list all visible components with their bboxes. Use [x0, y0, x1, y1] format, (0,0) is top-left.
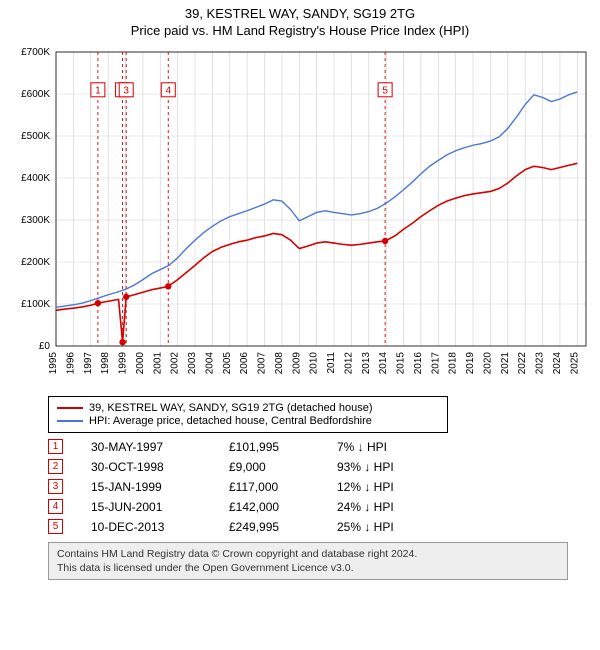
legend-swatch	[57, 420, 83, 422]
transaction-date: 15-JAN-1999	[91, 480, 201, 494]
transaction-marker: 1	[48, 439, 63, 454]
transactions-table: 1 30-MAY-1997 £101,995 7% ↓ HPI 2 30-OCT-1998…	[48, 439, 592, 534]
transaction-date: 30-OCT-1998	[91, 460, 201, 474]
transaction-row: 4 15-JUN-2001 £142,000 24% ↓ HPI	[48, 499, 592, 514]
svg-text:2011: 2011	[326, 352, 337, 374]
transaction-row: 5 10-DEC-2013 £249,995 25% ↓ HPI	[48, 519, 592, 534]
transaction-delta: 25% ↓ HPI	[337, 520, 427, 534]
svg-text:2012: 2012	[343, 352, 354, 375]
legend-label: 39, KESTREL WAY, SANDY, SG19 2TG (detach…	[89, 402, 373, 414]
footer-line-1: Contains HM Land Registry data © Crown c…	[57, 547, 559, 561]
svg-text:2006: 2006	[239, 352, 250, 375]
svg-text:2020: 2020	[482, 352, 493, 375]
transaction-row: 2 30-OCT-1998 £9,000 93% ↓ HPI	[48, 459, 592, 474]
transaction-delta: 7% ↓ HPI	[337, 440, 427, 454]
transaction-row: 1 30-MAY-1997 £101,995 7% ↓ HPI	[48, 439, 592, 454]
svg-text:1996: 1996	[65, 352, 76, 375]
svg-text:2001: 2001	[152, 352, 163, 375]
transaction-price: £249,995	[229, 520, 309, 534]
svg-text:2014: 2014	[378, 352, 389, 375]
transaction-marker: 4	[48, 499, 63, 514]
footer-line-2: This data is licensed under the Open Gov…	[57, 561, 559, 575]
svg-text:2019: 2019	[465, 352, 476, 375]
svg-text:4: 4	[165, 85, 171, 96]
svg-text:2009: 2009	[291, 352, 302, 375]
svg-text:2003: 2003	[187, 352, 198, 375]
svg-text:2017: 2017	[430, 352, 441, 375]
transaction-delta: 24% ↓ HPI	[337, 500, 427, 514]
chart-container: 39, KESTREL WAY, SANDY, SG19 2TG Price p…	[0, 0, 600, 588]
svg-text:2015: 2015	[396, 352, 407, 375]
chart-area: £0 £100K £200K £300K £400K £500K £600K £700K 199…	[8, 46, 592, 386]
svg-text:1999: 1999	[118, 352, 129, 375]
legend-swatch	[57, 407, 83, 409]
transaction-date: 10-DEC-2013	[91, 520, 201, 534]
svg-text:£700K: £700K	[21, 47, 50, 58]
legend: 39, KESTREL WAY, SANDY, SG19 2TG (detach…	[48, 396, 448, 433]
svg-text:2018: 2018	[448, 352, 459, 375]
transaction-marker: 2	[48, 459, 63, 474]
svg-text:2005: 2005	[222, 352, 233, 375]
line-chart: £0 £100K £200K £300K £400K £500K £600K £700K 199…	[8, 46, 592, 386]
svg-text:2007: 2007	[257, 352, 268, 375]
svg-text:3: 3	[123, 85, 129, 96]
transaction-price: £117,000	[229, 480, 309, 494]
transaction-date: 15-JUN-2001	[91, 500, 201, 514]
svg-text:£500K: £500K	[21, 131, 50, 142]
svg-text:2013: 2013	[361, 352, 372, 375]
svg-text:1995: 1995	[48, 352, 59, 375]
svg-text:2010: 2010	[309, 352, 320, 375]
svg-text:£0: £0	[39, 341, 51, 352]
svg-text:£600K: £600K	[21, 89, 50, 100]
transaction-marker: 5	[48, 519, 63, 534]
legend-item: 39, KESTREL WAY, SANDY, SG19 2TG (detach…	[57, 402, 439, 414]
transaction-marker: 3	[48, 479, 63, 494]
svg-text:1998: 1998	[100, 352, 111, 375]
attribution-footer: Contains HM Land Registry data © Crown c…	[48, 542, 568, 580]
page-subtitle: Price paid vs. HM Land Registry's House …	[8, 23, 592, 38]
svg-text:2000: 2000	[135, 352, 146, 375]
svg-text:2002: 2002	[170, 352, 181, 375]
transaction-row: 3 15-JAN-1999 £117,000 12% ↓ HPI	[48, 479, 592, 494]
legend-item: HPI: Average price, detached house, Cent…	[57, 415, 439, 427]
transaction-price: £142,000	[229, 500, 309, 514]
svg-text:1: 1	[95, 85, 101, 96]
svg-text:2024: 2024	[552, 352, 563, 375]
svg-text:5: 5	[382, 85, 388, 96]
svg-text:£200K: £200K	[21, 257, 50, 268]
svg-text:£100K: £100K	[21, 299, 50, 310]
transaction-date: 30-MAY-1997	[91, 440, 201, 454]
svg-text:2025: 2025	[569, 352, 580, 375]
svg-text:1997: 1997	[83, 352, 94, 375]
svg-text:2016: 2016	[413, 352, 424, 375]
svg-text:2008: 2008	[274, 352, 285, 375]
page-title: 39, KESTREL WAY, SANDY, SG19 2TG	[8, 6, 592, 21]
transaction-delta: 93% ↓ HPI	[337, 460, 427, 474]
transaction-price: £101,995	[229, 440, 309, 454]
svg-text:2004: 2004	[204, 352, 215, 375]
svg-text:2021: 2021	[500, 352, 511, 375]
legend-label: HPI: Average price, detached house, Cent…	[89, 415, 372, 427]
svg-text:£300K: £300K	[21, 215, 50, 226]
svg-text:2023: 2023	[535, 352, 546, 375]
transaction-price: £9,000	[229, 460, 309, 474]
transaction-delta: 12% ↓ HPI	[337, 480, 427, 494]
svg-text:2022: 2022	[517, 352, 528, 375]
svg-text:£400K: £400K	[21, 173, 50, 184]
